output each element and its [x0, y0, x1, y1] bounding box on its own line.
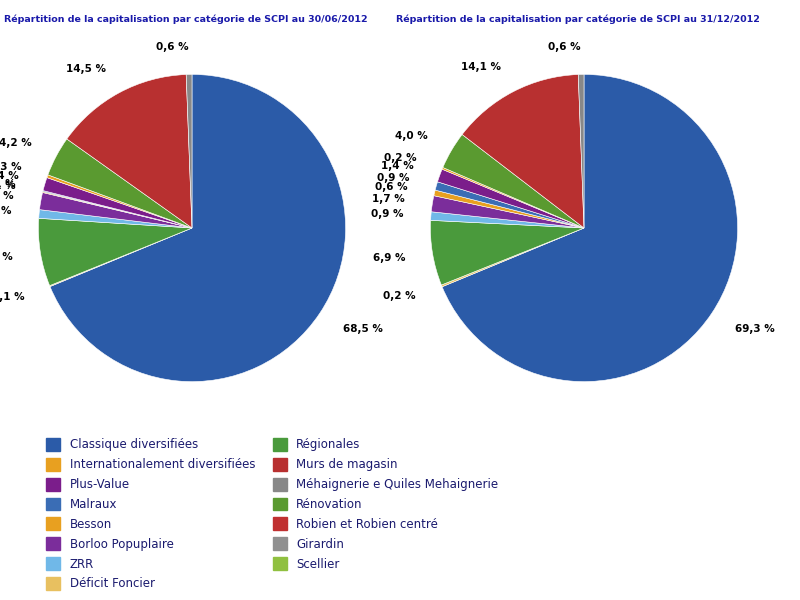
Wedge shape: [443, 134, 584, 228]
Text: 1,7 %: 1,7 %: [372, 194, 405, 205]
Wedge shape: [186, 74, 192, 228]
Legend: Classique diversifiées, Internationalement diversifiées, Plus-Value, Malraux, Be: Classique diversifiées, Internationaleme…: [46, 438, 498, 590]
Text: 0,1 %: 0,1 %: [0, 179, 16, 190]
Text: 0,9 %: 0,9 %: [371, 209, 403, 219]
Text: 4,0 %: 4,0 %: [395, 131, 428, 142]
Text: 14,5 %: 14,5 %: [66, 64, 106, 74]
Text: Répartition de la capitalisation par catégorie de SCPI au 30/06/2012: Répartition de la capitalisation par cat…: [4, 15, 368, 25]
Wedge shape: [578, 74, 584, 228]
Text: 1,8 %: 1,8 %: [0, 191, 14, 201]
Text: 1,4 %: 1,4 %: [381, 161, 414, 171]
Wedge shape: [43, 178, 192, 228]
Wedge shape: [38, 218, 192, 286]
Text: 0,1 %: 0,1 %: [0, 292, 24, 302]
Wedge shape: [48, 139, 192, 228]
Text: 0,1 %: 0,1 %: [0, 181, 16, 191]
Text: 1,4 %: 1,4 %: [0, 171, 18, 181]
Wedge shape: [430, 220, 584, 285]
Text: 0,2 %: 0,2 %: [383, 292, 416, 301]
Wedge shape: [430, 212, 584, 228]
Wedge shape: [442, 74, 738, 382]
Wedge shape: [39, 193, 192, 228]
Wedge shape: [50, 74, 346, 382]
Wedge shape: [438, 169, 584, 228]
Text: 68,5 %: 68,5 %: [342, 324, 382, 334]
Wedge shape: [47, 175, 192, 228]
Text: 0,9 %: 0,9 %: [0, 206, 11, 217]
Text: 0,6 %: 0,6 %: [156, 42, 189, 52]
Text: 0,3 %: 0,3 %: [0, 162, 22, 172]
Wedge shape: [50, 228, 192, 287]
Text: 6,9 %: 6,9 %: [373, 253, 406, 263]
Wedge shape: [67, 74, 192, 228]
Text: 69,3 %: 69,3 %: [734, 323, 774, 334]
Text: 0,9 %: 0,9 %: [377, 173, 410, 184]
Wedge shape: [42, 191, 192, 228]
Wedge shape: [462, 74, 584, 228]
Text: 7,1 %: 7,1 %: [0, 252, 13, 262]
Text: 0,2 %: 0,2 %: [384, 152, 417, 163]
Wedge shape: [42, 191, 192, 228]
Wedge shape: [442, 167, 584, 228]
Text: 0,6 %: 0,6 %: [375, 182, 407, 191]
Text: 4,2 %: 4,2 %: [0, 139, 32, 148]
Wedge shape: [442, 228, 584, 287]
Text: 14,1 %: 14,1 %: [461, 62, 501, 72]
Wedge shape: [38, 209, 192, 228]
Wedge shape: [434, 190, 584, 228]
Wedge shape: [431, 196, 584, 228]
Wedge shape: [435, 182, 584, 228]
Text: Répartition de la capitalisation par catégorie de SCPI au 31/12/2012: Répartition de la capitalisation par cat…: [396, 15, 760, 25]
Text: 0,6 %: 0,6 %: [548, 42, 581, 52]
